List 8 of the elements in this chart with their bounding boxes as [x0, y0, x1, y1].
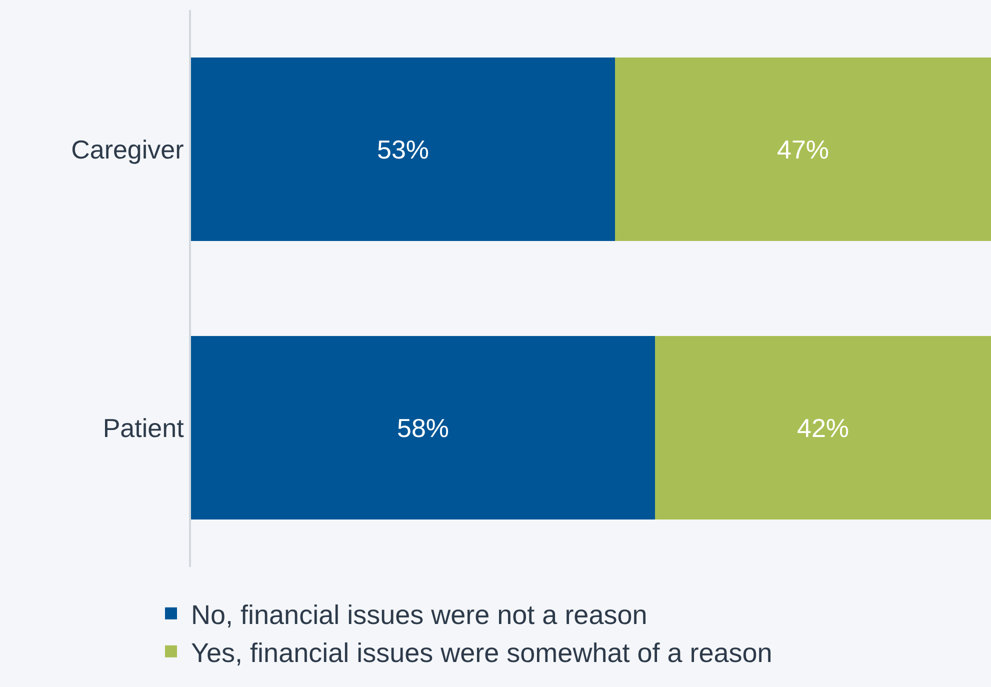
- legend-label: Yes, financial issues were somewhat of a reason: [191, 638, 772, 668]
- data-label: 47%: [776, 134, 830, 164]
- y-tick-label: Patient: [102, 412, 185, 443]
- data-label: 58%: [396, 412, 450, 443]
- data-label: 42%: [796, 412, 850, 443]
- y-tick-label: Caregiver: [71, 134, 184, 164]
- legend-label: No, financial issues were not a reason: [191, 600, 648, 630]
- data-label: 53%: [376, 134, 430, 164]
